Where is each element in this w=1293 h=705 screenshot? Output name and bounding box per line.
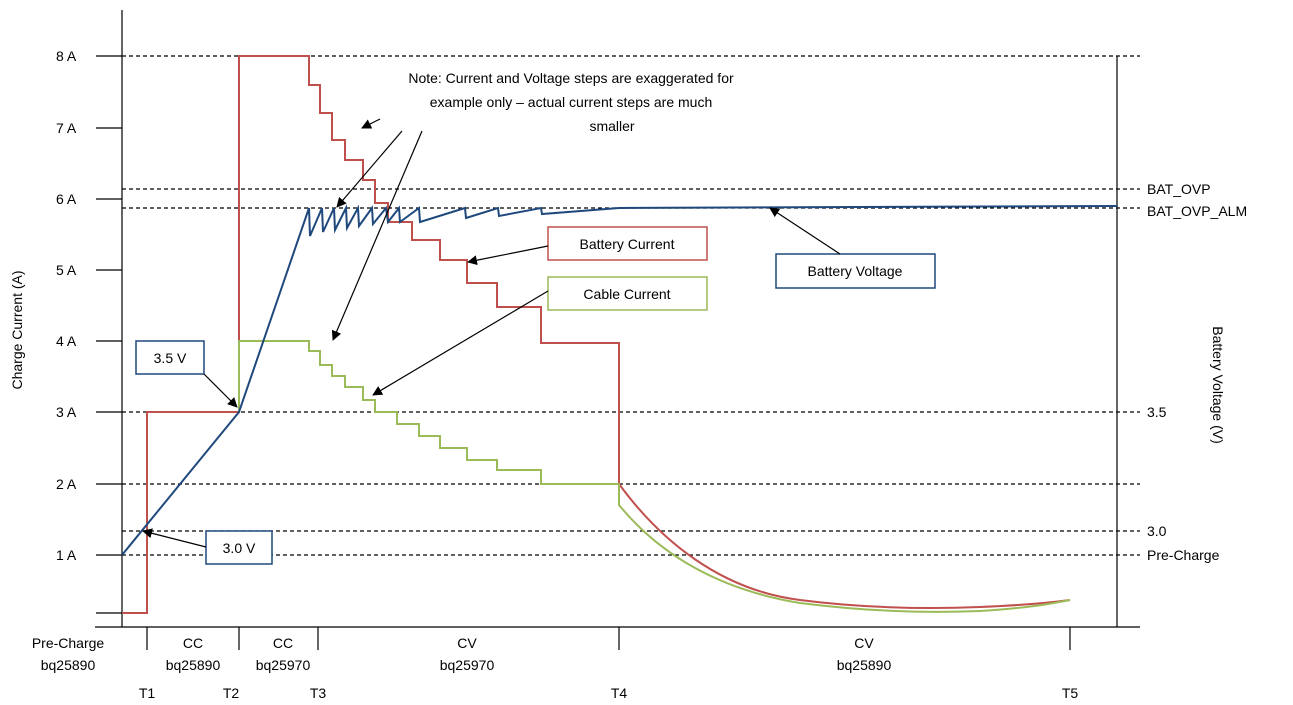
callout-arrows [142,207,841,548]
right-label-bat-ovp: BAT_OVP [1147,181,1211,197]
callout-3-0v-label: 3.0 V [223,540,256,556]
y-axis-label-left: Charge Current (A) [9,270,25,389]
phase-3-line2: bq25970 [256,657,311,673]
right-label-bat-ovp-alm: BAT_OVP_ALM [1147,203,1247,219]
y-axis-label-right: Battery Voltage (V) [1210,326,1226,444]
callout-3-0v-box [205,530,273,565]
callout-3-5v-box [135,340,205,375]
note-line-3: smaller [589,118,634,134]
phase-4-line2: bq25970 [440,657,495,673]
y-tick-2: 2 A [56,476,77,492]
cable-current-box [547,276,708,311]
battery-voltage-box [775,253,936,289]
time-t2: T2 [223,685,240,701]
note-arrows [331,118,423,341]
phase-2-line2: bq25890 [166,657,221,673]
time-t3: T3 [310,685,327,701]
right-label-3-0: 3.0 [1147,523,1167,539]
battery-current-line [122,55,1071,614]
phase-5-line1: CV [854,635,874,651]
callout-3-5v-label: 3.5 V [154,350,187,366]
time-t4: T4 [611,685,628,701]
battery-current-label: Battery Current [580,236,675,252]
phase-dividers [146,627,1071,650]
phase-5-line2: bq25890 [837,657,892,673]
battery-voltage-line [121,204,1118,556]
right-label-3-5: 3.5 [1147,404,1167,420]
note-line-2: example only – actual current steps are … [430,94,712,110]
battery-voltage-label: Battery Voltage [808,263,903,279]
time-t5: T5 [1062,685,1079,701]
phase-1-line1: Pre-Charge [32,635,105,651]
y-tick-1: 1 A [56,547,77,563]
y-tick-8: 8 A [56,48,77,64]
battery-current-box [547,226,708,261]
y-tick-7: 7 A [56,120,77,136]
y-tick-5: 5 A [56,262,77,278]
phase-2-line1: CC [183,635,203,651]
phase-4-line1: CV [457,635,477,651]
y-tick-3: 3 A [56,404,77,420]
note-line-1: Note: Current and Voltage steps are exag… [408,70,734,86]
y-tick-4: 4 A [56,333,77,349]
y-tick-6: 6 A [56,191,77,207]
time-t1: T1 [139,685,156,701]
right-label-pre-charge: Pre-Charge [1147,547,1220,563]
cable-current-line [238,340,1071,613]
phase-3-line1: CC [273,635,293,651]
cable-current-label: Cable Current [583,286,670,302]
left-ticks [96,55,122,614]
phase-1-line2: bq25890 [41,657,96,673]
